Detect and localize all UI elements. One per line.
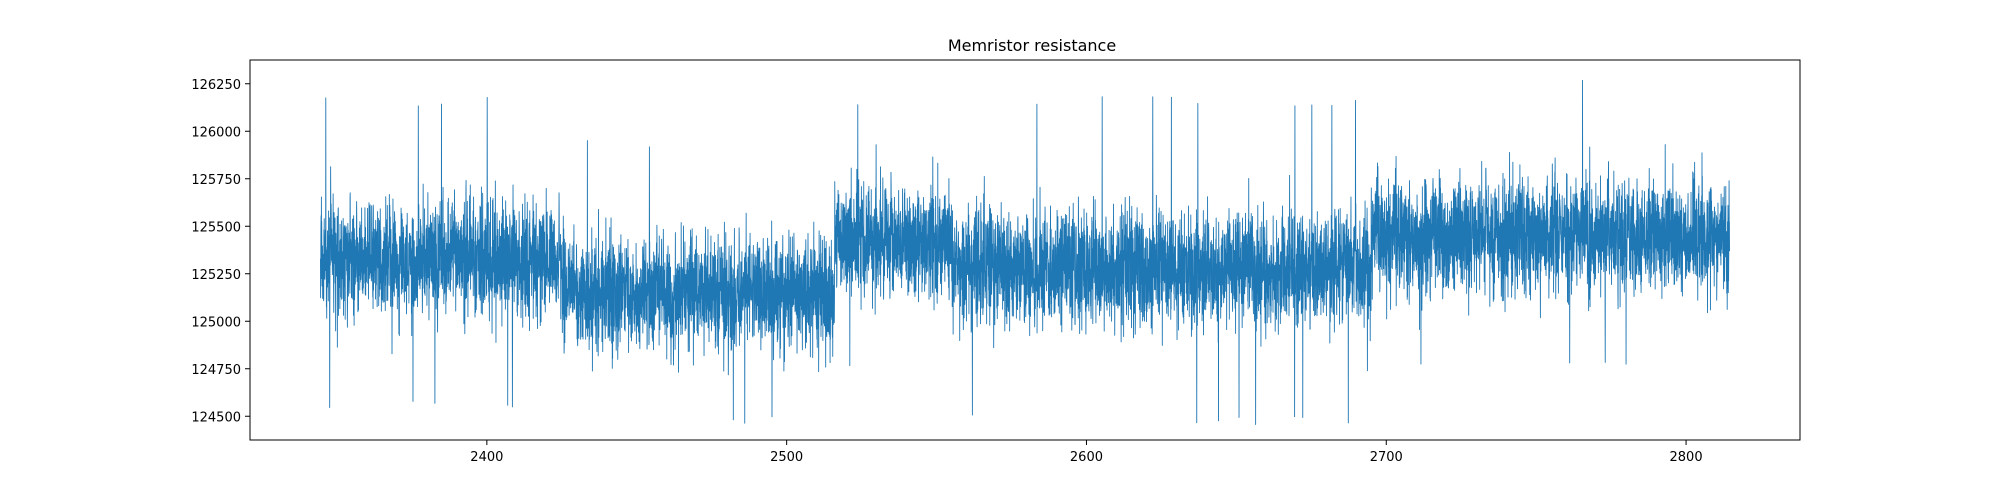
x-axis: 2400 2500 2600 2700 2800: [470, 440, 1703, 465]
x-tick-label: 2800: [1670, 450, 1703, 465]
y-tick-label: 125500: [191, 220, 241, 235]
y-tick-label: 124500: [191, 410, 241, 425]
chart-title: Memristor resistance: [948, 36, 1116, 55]
y-tick-label: 125250: [191, 268, 241, 283]
plot-frame: [249, 59, 1801, 441]
y-tick-label: 126000: [191, 125, 241, 140]
x-tick-label: 2400: [470, 450, 503, 465]
x-tick-label: 2700: [1370, 450, 1403, 465]
x-tick-label: 2600: [1070, 450, 1103, 465]
y-tick-label: 124750: [191, 363, 241, 378]
y-tick-label: 126250: [191, 78, 241, 93]
y-tick-label: 125750: [191, 173, 241, 188]
x-tick-label: 2500: [770, 450, 803, 465]
series-layer: [320, 79, 1730, 425]
y-tick-label: 125000: [191, 315, 241, 330]
y-axis: 124500 124750 125000 125250 125500 125750 1260…: [191, 78, 250, 425]
series-line-0: [320, 79, 1730, 425]
